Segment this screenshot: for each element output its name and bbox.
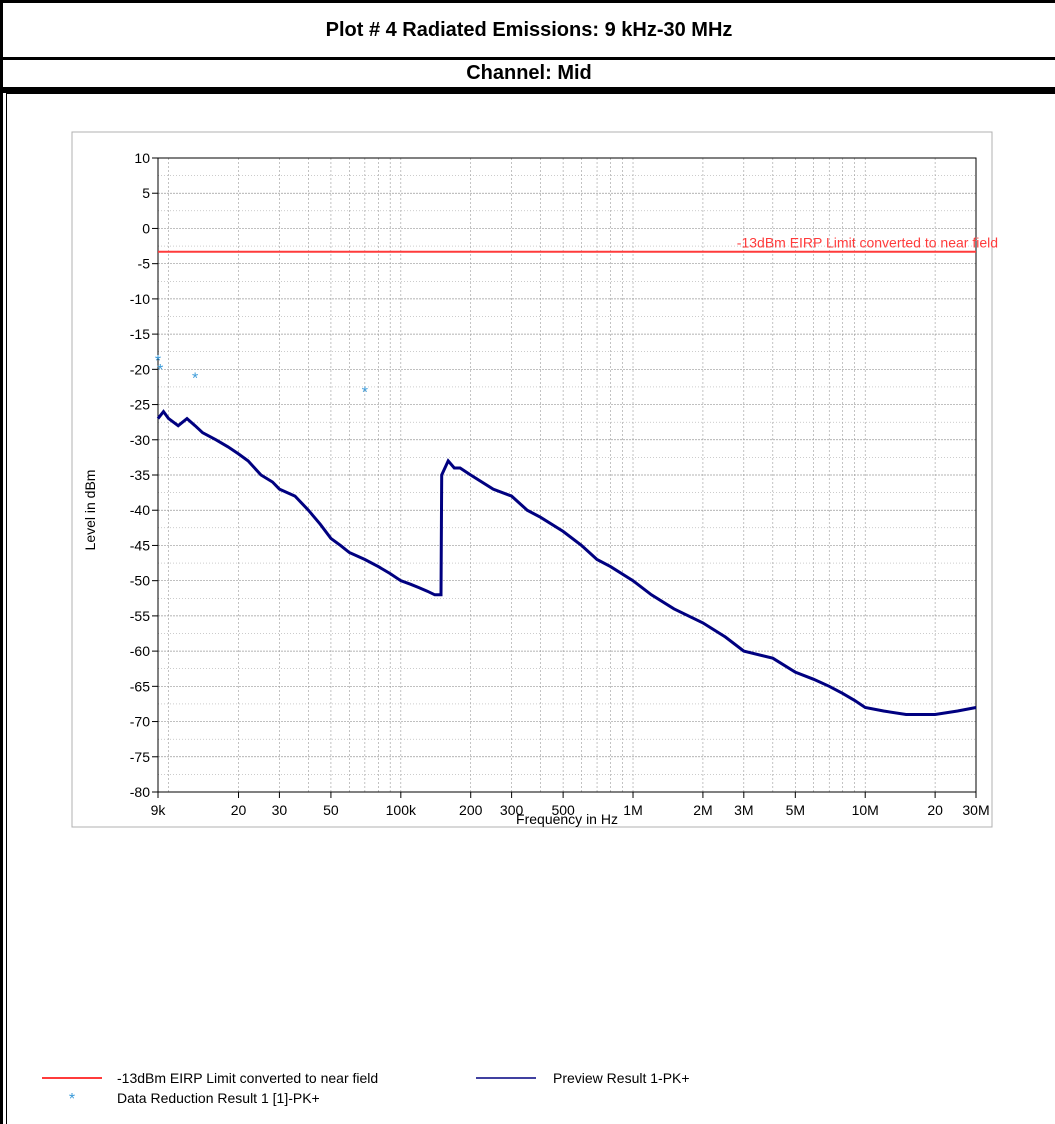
y-axis-ticks: 10 5 0 -5 -10 -15 -20 -25 -30 -35 -40 -45 -50 -55 -60 -… xyxy=(130,150,158,800)
x-tick-label: 1M xyxy=(623,802,642,818)
legend: -13dBm EIRP Limit converted to near fiel… xyxy=(42,1070,690,1108)
markers-layer: ** ** xyxy=(155,353,368,402)
y-tick-label: -60 xyxy=(130,643,150,659)
left-border-inner xyxy=(6,93,7,1124)
legend-marker-label: Data Reduction Result 1 [1]-PK+ xyxy=(117,1090,320,1106)
x-tick-label: 5M xyxy=(786,802,805,818)
channel-subtitle: Channel: Mid xyxy=(0,60,1055,90)
divider xyxy=(0,90,1055,93)
x-tick-label: 30M xyxy=(962,802,989,818)
x-tick-label: 9k xyxy=(151,802,167,818)
y-tick-label: -15 xyxy=(130,326,150,342)
plot-title: Plot # 4 Radiated Emissions: 9 kHz-30 MH… xyxy=(0,0,1055,60)
y-axis-label: Level in dBm xyxy=(82,470,98,551)
y-tick-label: 10 xyxy=(134,150,150,166)
x-tick-label: 300 xyxy=(500,802,524,818)
legend-limit-label: -13dBm EIRP Limit converted to near fiel… xyxy=(117,1070,378,1086)
x-tick-label: 500 xyxy=(551,802,575,818)
y-tick-label: -5 xyxy=(138,256,151,272)
y-tick-label: 0 xyxy=(142,220,150,236)
x-tick-label: 30 xyxy=(272,802,288,818)
y-tick-label: -20 xyxy=(130,361,150,377)
grid xyxy=(157,157,977,793)
x-tick-label: 20 xyxy=(231,802,247,818)
series-layer xyxy=(156,250,977,716)
y-tick-label: -55 xyxy=(130,608,150,624)
y-tick-label: -40 xyxy=(130,502,150,518)
y-tick-label: -10 xyxy=(130,291,150,307)
preview-trace xyxy=(156,409,977,716)
legend-marker-swatch: * xyxy=(69,1091,75,1108)
x-tick-label: 20 xyxy=(927,802,943,818)
legend-trace-label: Preview Result 1-PK+ xyxy=(553,1070,690,1086)
x-tick-label: 50 xyxy=(323,802,339,818)
top-inner-border xyxy=(6,93,1055,94)
y-tick-label: -30 xyxy=(130,432,150,448)
y-tick-label: -65 xyxy=(130,678,150,694)
data-reduction-marker: * xyxy=(362,384,368,401)
left-border xyxy=(0,93,3,1124)
y-tick-label: 5 xyxy=(142,185,150,201)
y-tick-label: -75 xyxy=(130,749,150,765)
x-tick-label: 2M xyxy=(693,802,712,818)
x-tick-label: 200 xyxy=(459,802,483,818)
chart-panel xyxy=(71,131,993,828)
x-tick-label: 10M xyxy=(852,802,879,818)
x-axis-label: Frequency in Hz xyxy=(516,811,618,827)
limit-line-label: -13dBm EIRP Limit converted to near fiel… xyxy=(737,235,998,251)
y-tick-label: -70 xyxy=(130,714,150,730)
y-tick-label: -80 xyxy=(130,784,150,800)
data-reduction-marker: * xyxy=(192,370,198,387)
x-axis-ticks: 9k 20 30 50 100k 200 300 500 1M 2M 3M 5M 10M 20 30M xyxy=(151,792,990,818)
y-tick-label: -45 xyxy=(130,537,150,553)
x-tick-label: 3M xyxy=(734,802,753,818)
x-tick-label: 100k xyxy=(386,802,417,818)
data-reduction-marker: * xyxy=(155,353,161,370)
y-tick-label: -35 xyxy=(130,467,150,483)
y-tick-label: -50 xyxy=(130,573,150,589)
y-tick-label: -25 xyxy=(130,397,150,413)
data-reduction-marker: * xyxy=(157,362,163,379)
